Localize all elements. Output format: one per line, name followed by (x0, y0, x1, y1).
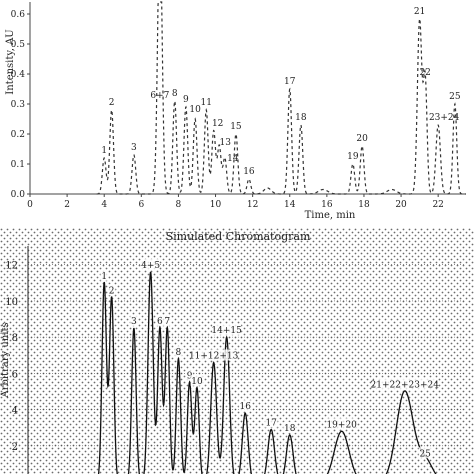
simulated-peak-label-bg (283, 421, 297, 433)
measured-y-tick-label: 0.6 (11, 10, 26, 20)
simulated-peak-label: 8 (176, 348, 182, 358)
simulated-peak-label-bg (418, 447, 432, 459)
simulated-peak-label-bg (141, 258, 160, 270)
measured-peak-label: 25 (449, 92, 461, 102)
measured-peak-label: 2 (109, 98, 115, 108)
measured-x-tick-label: 6 (138, 200, 144, 210)
measured-x-tick-label: 0 (27, 200, 33, 210)
measured-peak-label: 18 (295, 113, 307, 123)
simulated-title: Simulated Chromatogram (166, 230, 311, 243)
simulated-peak-label-bg (374, 378, 436, 390)
simulated-peak-label: 1 (101, 272, 107, 282)
measured-x-tick-label: 10 (210, 200, 222, 210)
simulated-peak-label-bg (163, 315, 171, 327)
measured-trace (96, 1, 466, 195)
simulated-peak-label-bg (191, 349, 237, 361)
simulated-peak-label: 16 (239, 402, 251, 412)
measured-peak-label: 16 (243, 167, 255, 177)
simulated-peak-label-bg (174, 345, 183, 357)
simulated-peak-label: 3 (131, 317, 137, 327)
measured-peak-label: 19 (347, 152, 359, 162)
simulated-ylabel: Arbitrary units (0, 322, 11, 398)
measured-peak-label: 10 (189, 105, 201, 115)
measured-peak-label: 1 (101, 146, 107, 156)
measured-x-tick-label: 22 (432, 200, 443, 210)
simulated-peak-label: 6 (157, 317, 163, 327)
measured-peak-label: 9 (183, 95, 189, 105)
simulated-y-tick-label: 2 (12, 442, 18, 453)
measured-peak-label: 23+24 (429, 113, 460, 123)
measured-peak-label: 13 (220, 138, 232, 148)
measured-x-tick-label: 2 (64, 200, 70, 210)
simulated-peak-label: 14+15 (211, 326, 242, 336)
simulated-peak-label: 18 (284, 424, 296, 434)
measured-y-tick-label: 0.4 (11, 70, 26, 80)
simulated-trace (97, 271, 437, 474)
simulated-y-tick-label: 8 (12, 333, 18, 344)
measured-peak-label: 17 (284, 77, 296, 87)
simulated-peak-label: 19+20 (326, 420, 357, 430)
measured-y-tick-label: 0.3 (11, 100, 26, 110)
measured-x-tick-label: 18 (358, 200, 370, 210)
measured-peak-label: 14 (227, 154, 239, 164)
measured-peak-label: 3 (131, 143, 137, 153)
measured-peak-label: 12 (212, 119, 223, 129)
measured-x-tick-label: 4 (101, 200, 107, 210)
measured-peak-label: 20 (356, 134, 368, 144)
measured-panel: 0.00.10.20.30.40.50.6 0 2 4 6 8 10 12 14 16 18 20 2… (5, 1, 466, 221)
measured-peak-label: 6+7 (150, 91, 169, 101)
simulated-peak-label-bg (185, 369, 194, 381)
simulated-peak-label-bg (238, 400, 252, 412)
simulated-peak-label-bg (130, 315, 138, 327)
simulated-peak-label-bg (327, 418, 357, 430)
measured-peak-label: 11 (201, 98, 212, 108)
simulated-peak-label: 4+5 (141, 261, 160, 271)
measured-y-axis: 0.0 0.1 0.2 0.3 0.4 0.5 0.6 (11, 2, 31, 200)
simulated-peak-label: 10 (191, 377, 203, 387)
measured-x-axis: 0 2 4 6 8 10 12 14 16 18 20 22 (27, 193, 466, 210)
measured-xlabel: Time, min (305, 210, 356, 221)
simulated-peak-label: 21+22+23+24 (371, 380, 440, 390)
measured-x-tick-label: 16 (321, 200, 333, 210)
measured-y-tick-label: 0.5 (11, 40, 26, 50)
simulated-peak-label-bg (190, 374, 204, 386)
simulated-peak-label-bg (156, 315, 164, 327)
simulated-peak-label-bg (264, 416, 278, 428)
measured-peak-label: 21 (414, 7, 425, 17)
measured-x-tick-label: 12 (247, 200, 258, 210)
simulated-y-tick-label: 12 (5, 261, 18, 272)
simulated-peak-label: 7 (164, 317, 170, 327)
measured-ylabel: Intensity, AU (5, 29, 16, 94)
simulated-peak-label-bg (107, 284, 116, 296)
simulated-peak-label: 17 (265, 418, 277, 428)
simulated-y-tick-label: 6 (12, 369, 18, 380)
measured-peak-label: 15 (230, 122, 242, 132)
simulated-y-tick-label: 4 (12, 406, 18, 417)
simulated-y-tick-label: 10 (5, 297, 18, 308)
measured-peak-label: 8 (172, 89, 178, 99)
measured-x-tick-label: 14 (284, 200, 296, 210)
measured-x-tick-label: 8 (176, 200, 182, 210)
measured-y-tick-label: 0.2 (11, 130, 25, 140)
measured-peak-label: 22 (419, 68, 430, 78)
simulated-peak-label: 2 (109, 286, 115, 296)
simulated-peak-label: 25 (419, 449, 431, 459)
simulated-peak-labels: 12 3 4+5 6 7 8 910 11+12+13 14+15 16 17 18 19+20 21+2… (100, 258, 440, 459)
simulated-peak-label: 11+12+13 (189, 351, 239, 361)
measured-y-tick-label: 0.0 (11, 190, 26, 200)
simulated-peak-label: 9 (187, 371, 193, 381)
simulated-peak-label-bg (212, 324, 242, 336)
measured-x-tick-label: 20 (395, 200, 407, 210)
measured-y-tick-label: 0.1 (11, 160, 25, 170)
simulated-peak-label-bg (100, 269, 108, 281)
